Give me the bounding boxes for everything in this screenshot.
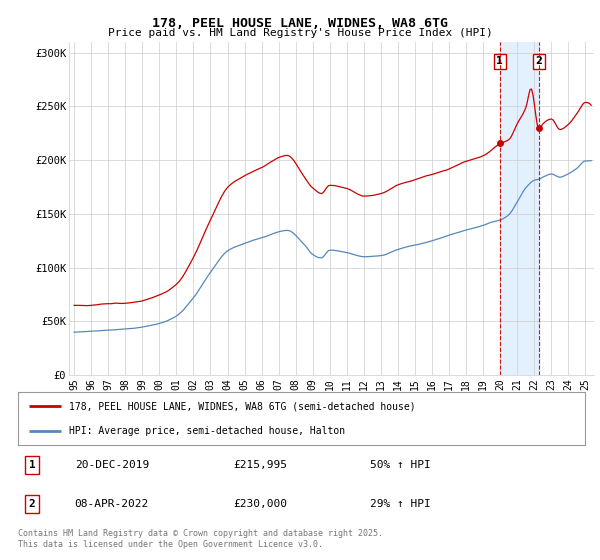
Text: 2: 2 [536, 57, 542, 66]
Text: 50% ↑ HPI: 50% ↑ HPI [370, 460, 430, 470]
Text: 178, PEEL HOUSE LANE, WIDNES, WA8 6TG: 178, PEEL HOUSE LANE, WIDNES, WA8 6TG [152, 17, 448, 30]
Text: Price paid vs. HM Land Registry's House Price Index (HPI): Price paid vs. HM Land Registry's House … [107, 28, 493, 38]
Text: 08-APR-2022: 08-APR-2022 [75, 499, 149, 509]
Text: £230,000: £230,000 [233, 499, 287, 509]
Text: £215,995: £215,995 [233, 460, 287, 470]
Text: 1: 1 [496, 57, 503, 66]
Text: 2: 2 [29, 499, 35, 509]
Text: 20-DEC-2019: 20-DEC-2019 [75, 460, 149, 470]
Text: 29% ↑ HPI: 29% ↑ HPI [370, 499, 430, 509]
Text: HPI: Average price, semi-detached house, Halton: HPI: Average price, semi-detached house,… [69, 426, 345, 436]
Text: 1: 1 [29, 460, 35, 470]
Text: 178, PEEL HOUSE LANE, WIDNES, WA8 6TG (semi-detached house): 178, PEEL HOUSE LANE, WIDNES, WA8 6TG (s… [69, 402, 416, 412]
Text: Contains HM Land Registry data © Crown copyright and database right 2025.
This d: Contains HM Land Registry data © Crown c… [18, 529, 383, 549]
Bar [500, 42, 539, 375]
